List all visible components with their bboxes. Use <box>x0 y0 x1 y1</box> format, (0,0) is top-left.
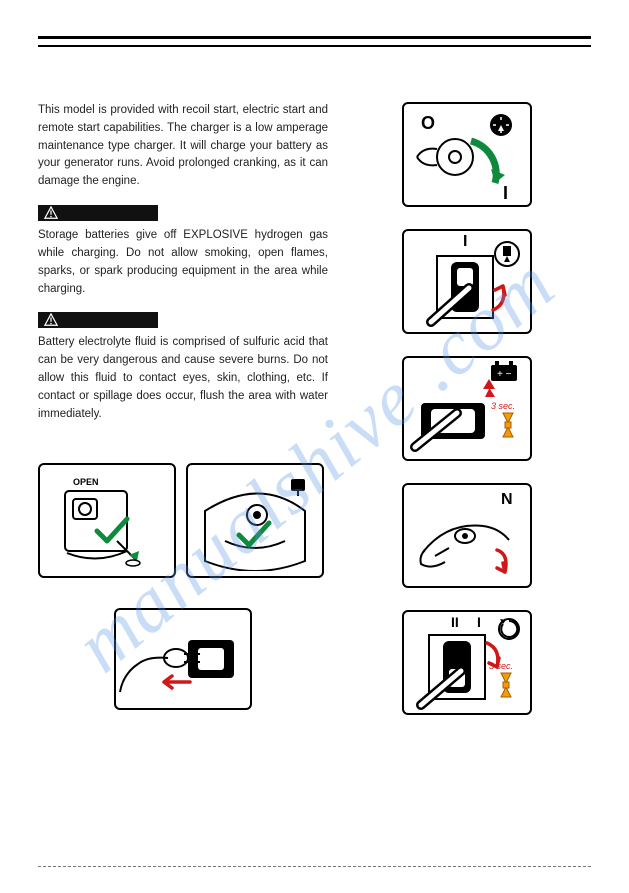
unplug-figure-wrap <box>38 608 328 710</box>
svg-text:+ −: + − <box>497 369 512 380</box>
mark-o: O <box>421 113 435 133</box>
mark-i: I <box>477 614 481 630</box>
warning-paragraph-2: Battery electrolyte fluid is comprised o… <box>38 334 328 423</box>
open-panel-oil-check: OPEN <box>38 463 176 578</box>
header-rule <box>38 36 591 48</box>
left-figure-row: OPEN <box>38 463 328 578</box>
unplug-cord-diagram <box>114 608 252 710</box>
recoil-pull-handle: N <box>402 483 532 588</box>
switch-on-step: I <box>402 229 532 334</box>
intro-paragraph: This model is provided with recoil start… <box>38 102 328 191</box>
hourglass-label: 3 sec. <box>491 401 515 411</box>
switch-hold-3sec-return: II I 3 sec. <box>402 610 532 715</box>
warning-triangle-icon <box>44 313 58 327</box>
mark-n: N <box>501 491 513 508</box>
fuel-level-check <box>186 463 324 578</box>
mark-i: I <box>463 233 467 250</box>
open-label: OPEN <box>73 477 99 487</box>
fuel-valve-open-diagram: O I <box>402 102 532 207</box>
manual-page: This model is provided with recoil start… <box>0 0 629 893</box>
warning-triangle-icon <box>44 206 58 220</box>
hourglass-label-2: 3 sec. <box>489 661 513 671</box>
content-columns: This model is provided with recoil start… <box>38 102 591 715</box>
mark-i: I <box>503 183 508 203</box>
mark-ii: II <box>451 614 459 630</box>
warning-pill-2 <box>38 312 158 328</box>
right-column: O I I <box>352 102 582 715</box>
start-hold-3sec: + − 3 sec. <box>402 356 532 461</box>
warning-paragraph-1: Storage batteries give off EXPLOSIVE hyd… <box>38 227 328 298</box>
footer-dashed-rule <box>38 866 591 867</box>
warning-pill-1 <box>38 205 158 221</box>
left-column: This model is provided with recoil start… <box>38 102 328 715</box>
